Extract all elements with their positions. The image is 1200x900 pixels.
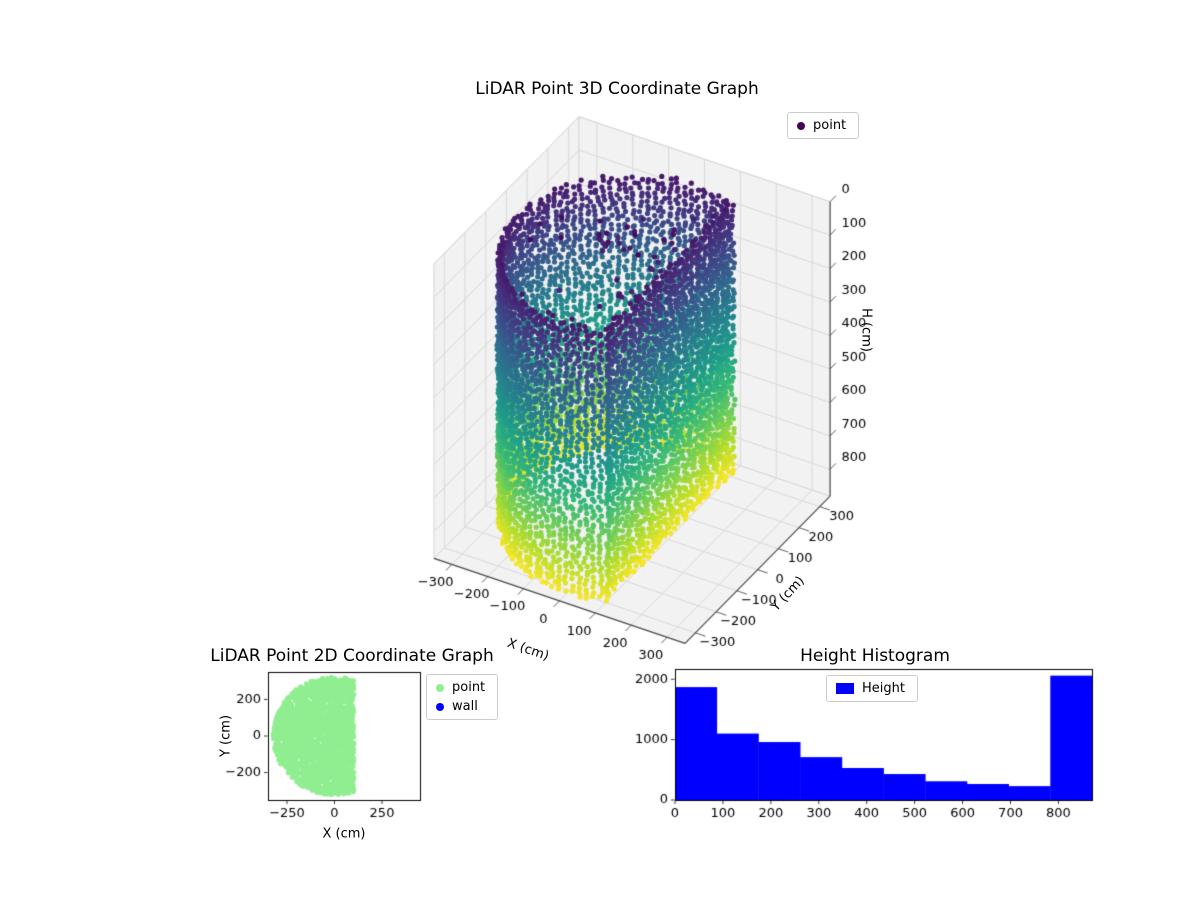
plot3d-legend: point bbox=[787, 112, 860, 139]
point-marker-icon bbox=[436, 683, 444, 692]
wall-marker-icon bbox=[436, 702, 444, 711]
plot2d-ylabel: Y (cm) bbox=[218, 714, 234, 758]
height-legend-label: Height bbox=[862, 681, 905, 696]
legend-row-point: point bbox=[436, 680, 485, 695]
legend-row-wall: wall bbox=[436, 699, 485, 714]
hist-legend: Height bbox=[826, 675, 918, 702]
plot3d-zlabel: H (cm) bbox=[858, 308, 874, 352]
point-legend-label: point bbox=[452, 680, 486, 695]
hist-title: Height Histogram bbox=[800, 646, 950, 666]
plot2d-title: LiDAR Point 2D Coordinate Graph bbox=[210, 646, 494, 666]
wall-legend-label: wall bbox=[452, 699, 478, 714]
plot2d-legend: point wall bbox=[426, 674, 499, 720]
legend-row-point: point bbox=[797, 118, 846, 133]
height-patch-icon bbox=[836, 683, 854, 694]
point-legend-label: point bbox=[813, 118, 847, 133]
legend-row-height: Height bbox=[836, 681, 905, 696]
plot2d-xlabel: X (cm) bbox=[322, 826, 366, 842]
plot3d-title: LiDAR Point 3D Coordinate Graph bbox=[475, 79, 759, 99]
point-marker-icon bbox=[797, 121, 805, 130]
